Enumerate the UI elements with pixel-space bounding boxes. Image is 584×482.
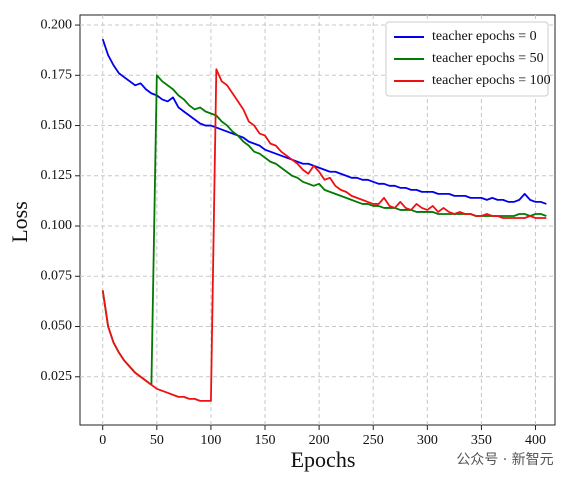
x-tick-label: 50	[150, 433, 164, 448]
y-tick-label: 0.150	[41, 118, 73, 133]
line-series	[101, 74, 547, 386]
x-tick-label: 100	[200, 433, 221, 448]
line-series	[101, 38, 547, 205]
legend-box	[385, 21, 549, 97]
y-tick-label: 0.075	[41, 268, 73, 283]
x-tick-label: 150	[255, 433, 276, 448]
x-tick-label: 0	[99, 433, 106, 448]
legend-label: teacher epochs = 100	[432, 73, 551, 88]
legend-label: teacher epochs = 50	[432, 51, 544, 66]
y-axis-label: Loss	[7, 201, 32, 243]
plot-frame	[79, 14, 556, 426]
x-tick-label: 300	[417, 433, 438, 448]
line-series	[101, 68, 547, 402]
x-tick-label: 200	[309, 433, 330, 448]
y-tick-label: 0.050	[41, 319, 73, 334]
y-tick-label: 0.100	[41, 218, 73, 233]
x-tick-label: 350	[471, 433, 492, 448]
x-axis-label: Epochs	[291, 447, 356, 472]
y-tick-label: 0.175	[41, 68, 73, 83]
y-tick-label: 0.200	[41, 17, 73, 32]
x-tick-label: 400	[525, 433, 546, 448]
x-tick-label: 250	[363, 433, 384, 448]
y-tick-label: 0.125	[41, 168, 73, 183]
watermark: 公众号 · 新智元	[456, 452, 553, 468]
legend-label: teacher epochs = 0	[432, 29, 537, 44]
y-tick-label: 0.025	[41, 369, 73, 384]
